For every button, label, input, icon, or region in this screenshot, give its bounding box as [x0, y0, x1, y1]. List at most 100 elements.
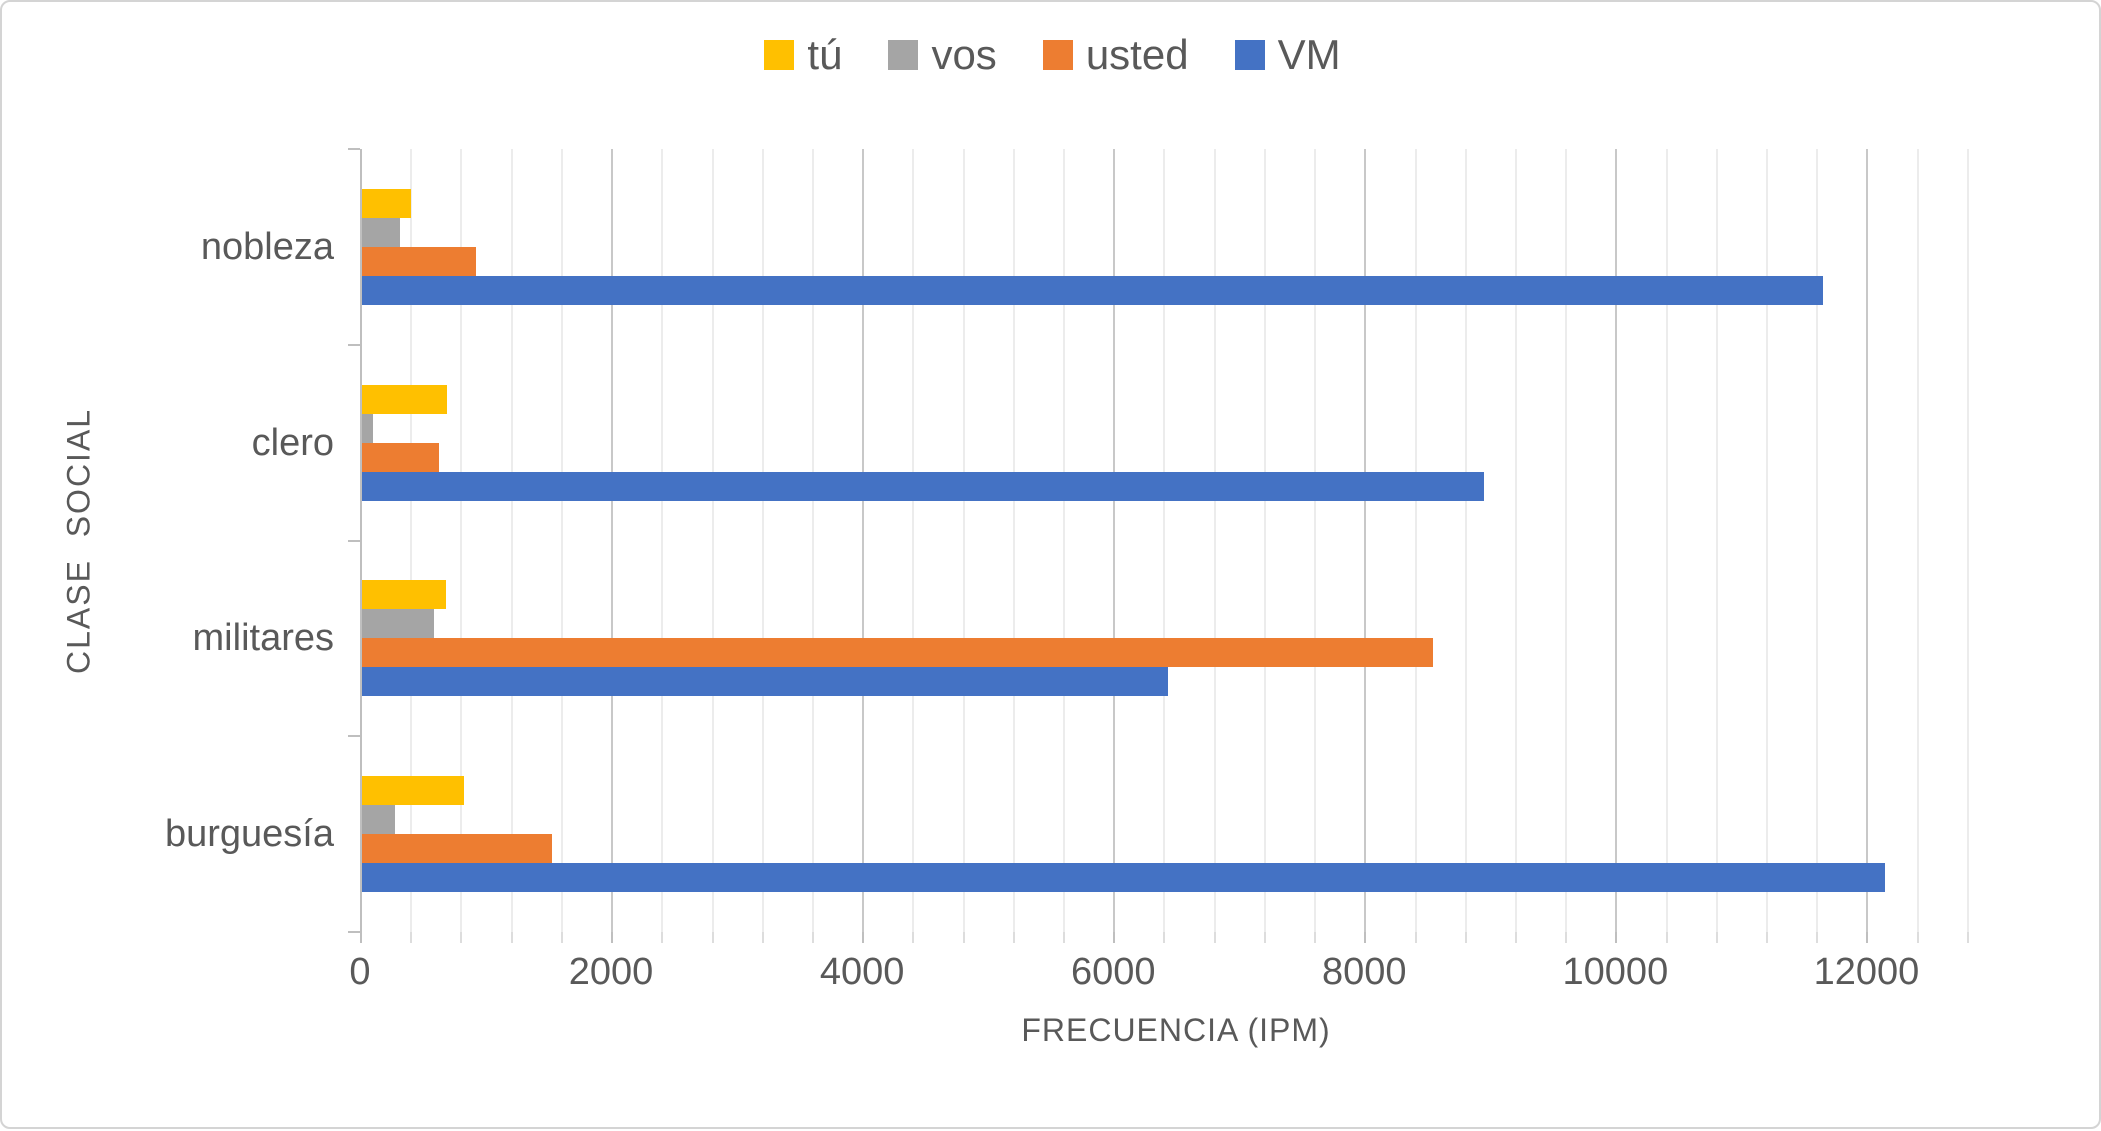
minor-gridline-4800: [962, 149, 965, 932]
bar-vm-burguesia: [362, 863, 1885, 893]
x-tick-400: [410, 932, 413, 943]
x-tick-4800: [962, 932, 965, 943]
legend: tú vos usted VM: [2, 34, 2101, 76]
minor-gridline-8400: [1414, 149, 1417, 932]
x-tick-label-8000: 8000: [1322, 951, 1407, 993]
x-tick-2000: [611, 932, 614, 943]
x-tick-1200: [510, 932, 513, 943]
bar-vos-clero: [362, 413, 373, 443]
minor-gridline-1600: [560, 149, 563, 932]
x-tick-4400: [912, 932, 915, 943]
minor-gridline-10800: [1715, 149, 1718, 932]
minor-gridline-2400: [661, 149, 664, 932]
minor-gridline-3600: [811, 149, 814, 932]
x-tick-12800: [1966, 932, 1969, 943]
bar-tu-militares: [362, 580, 446, 610]
minor-gridline-12800: [1966, 149, 1969, 932]
x-tick-1600: [560, 932, 563, 943]
x-axis-title: FRECUENCIA (IPM): [1021, 1012, 1331, 1048]
bar-tu-clero: [362, 384, 447, 414]
category-tick-1: [348, 343, 360, 346]
legend-item-usted: usted: [1042, 31, 1189, 78]
minor-gridline-7200: [1263, 149, 1266, 932]
x-tick-3200: [761, 932, 764, 943]
x-tick-2800: [711, 932, 714, 943]
major-gridline-6000: [1113, 149, 1116, 932]
y-axis-line: [360, 149, 362, 943]
bar-usted-burguesia: [362, 834, 552, 864]
major-gridline-4000: [862, 149, 865, 932]
legend-label-vos: vos: [931, 31, 997, 78]
major-gridline-10000: [1615, 149, 1618, 932]
x-tick-label-4000: 4000: [819, 951, 905, 993]
category-label-clero: clero: [251, 421, 334, 464]
x-tick-label-0: 0: [349, 951, 371, 993]
minor-gridline-5600: [1063, 149, 1065, 932]
minor-gridline-6800: [1213, 149, 1216, 932]
x-tick-800: [460, 932, 463, 943]
minor-gridline-9200: [1514, 149, 1517, 932]
category-label-burguesia: burguesía: [164, 813, 334, 856]
x-tick-7600: [1314, 932, 1317, 943]
x-tick-12000: [1866, 932, 1869, 943]
minor-gridline-9600: [1565, 149, 1568, 932]
minor-gridline-11200: [1766, 149, 1769, 932]
bar-usted-clero: [362, 442, 439, 472]
legend-item-vm: VM: [1234, 31, 1341, 78]
bar-tu-nobleza: [362, 188, 411, 218]
x-tick-11200: [1766, 932, 1769, 943]
minor-gridline-6400: [1163, 149, 1166, 932]
legend-label-vm: VM: [1277, 31, 1341, 78]
x-tick-4000: [862, 932, 865, 943]
legend-swatch-usted: [1042, 40, 1073, 70]
bar-vos-nobleza: [362, 217, 400, 247]
x-tick-11600: [1816, 932, 1819, 943]
category-tick-3: [348, 735, 360, 738]
category-tick-0: [348, 148, 360, 150]
x-tick-10400: [1665, 932, 1668, 943]
x-tick-9200: [1514, 932, 1517, 943]
bar-vm-nobleza: [362, 275, 1823, 305]
minor-gridline-12400: [1916, 149, 1919, 932]
y-axis-title: CLASE SOCIAL: [60, 407, 97, 674]
x-tick-label-12000: 12000: [1813, 951, 1920, 993]
legend-label-usted: usted: [1085, 31, 1189, 78]
x-tick-label-10000: 10000: [1562, 951, 1669, 993]
bar-vos-burguesia: [362, 805, 395, 835]
minor-gridline-4400: [912, 149, 915, 932]
legend-swatch-vm: [1234, 40, 1265, 70]
x-tick-5200: [1012, 932, 1015, 943]
minor-gridline-400: [410, 149, 413, 932]
x-tick-6800: [1213, 932, 1216, 943]
minor-gridline-11600: [1816, 149, 1819, 932]
bar-tu-burguesia: [362, 776, 464, 806]
bar-usted-nobleza: [362, 246, 476, 276]
x-tick-2400: [661, 932, 664, 943]
x-tick-7200: [1263, 932, 1266, 943]
x-tick-10000: [1615, 932, 1618, 943]
x-tick-6000: [1113, 932, 1116, 943]
bar-vm-clero: [362, 471, 1484, 501]
legend-label-tu: tú: [807, 31, 843, 78]
bar-vos-militares: [362, 609, 434, 639]
minor-gridline-1200: [510, 149, 513, 932]
category-tick-2: [348, 539, 360, 542]
minor-gridline-8800: [1464, 149, 1467, 932]
category-label-nobleza: nobleza: [200, 225, 334, 268]
x-tick-5600: [1063, 932, 1065, 943]
x-tick-3600: [811, 932, 814, 943]
x-tick-12400: [1916, 932, 1919, 943]
x-tick-10800: [1715, 932, 1718, 943]
bar-usted-militares: [362, 638, 1433, 668]
minor-gridline-3200: [761, 149, 764, 932]
x-tick-9600: [1565, 932, 1568, 943]
major-gridline-2000: [611, 149, 614, 932]
minor-gridline-10400: [1665, 149, 1668, 932]
legend-swatch-vos: [888, 40, 919, 70]
category-label-militares: militares: [192, 617, 334, 660]
x-tick-label-2000: 2000: [568, 951, 654, 993]
legend-item-vos: vos: [888, 31, 997, 78]
x-tick-6400: [1163, 932, 1166, 943]
